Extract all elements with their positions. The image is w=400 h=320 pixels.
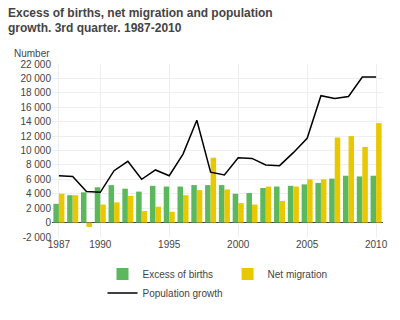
svg-text:Net migration: Net migration (268, 269, 327, 280)
svg-text:10 000: 10 000 (20, 145, 51, 156)
svg-text:1990: 1990 (89, 239, 112, 250)
svg-text:Excess of births, net migratio: Excess of births, net migration and popu… (8, 6, 273, 36)
svg-text:16 000: 16 000 (20, 102, 51, 113)
svg-text:2 000: 2 000 (26, 203, 51, 214)
svg-text:8 000: 8 000 (26, 159, 51, 170)
svg-text:2005: 2005 (296, 239, 319, 250)
svg-text:1987: 1987 (48, 239, 71, 250)
svg-text:Population growth: Population growth (143, 288, 223, 299)
svg-text:6 000: 6 000 (26, 174, 51, 185)
svg-text:20 000: 20 000 (20, 73, 51, 84)
svg-text:12 000: 12 000 (20, 131, 51, 142)
svg-text:18 000: 18 000 (20, 87, 51, 98)
svg-text:4 000: 4 000 (26, 188, 51, 199)
svg-text:-2 000: -2 000 (23, 232, 52, 243)
svg-text:Number: Number (14, 48, 50, 59)
svg-text:14 000: 14 000 (20, 116, 51, 127)
svg-text:Excess of births: Excess of births (143, 269, 214, 280)
svg-text:0: 0 (45, 217, 51, 228)
svg-text:22 000: 22 000 (20, 59, 51, 70)
svg-text:2000: 2000 (227, 239, 250, 250)
svg-text:1995: 1995 (158, 239, 181, 250)
svg-text:2010: 2010 (365, 239, 388, 250)
